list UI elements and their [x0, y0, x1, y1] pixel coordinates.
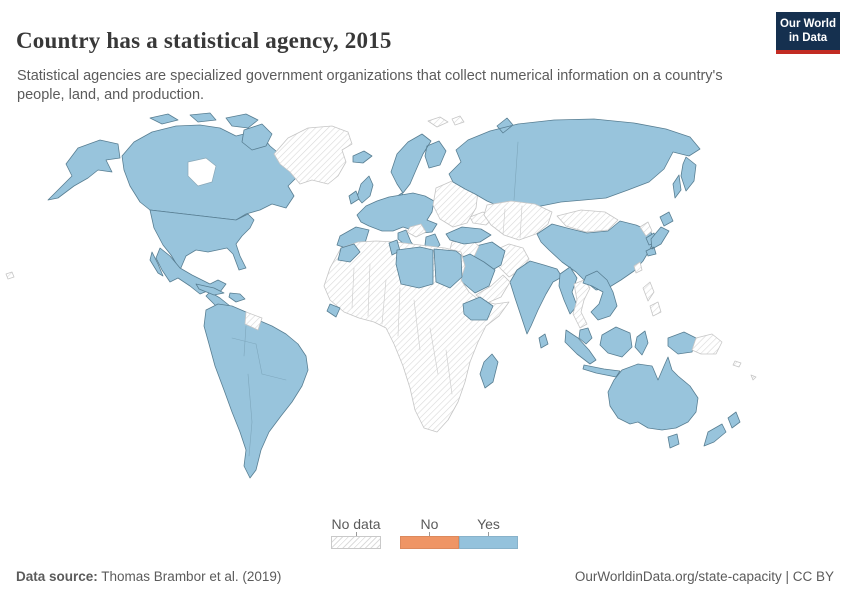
legend-yes: Yes	[459, 516, 518, 549]
legend-nodata-swatch[interactable]	[331, 536, 381, 549]
region-united-kingdom[interactable]	[356, 175, 374, 204]
region-new-zealand[interactable]	[703, 411, 741, 447]
region-china[interactable]	[536, 220, 656, 291]
owid-link[interactable]: OurWorldinData.org/state-capacity	[574, 569, 782, 584]
region-thailand[interactable]	[572, 279, 591, 329]
region-cuba[interactable]	[195, 283, 225, 296]
region-north-korea[interactable]	[639, 221, 653, 237]
region-sri-lanka[interactable]	[538, 333, 549, 349]
region-pacific-islands[interactable]	[5, 271, 757, 381]
region-madagascar[interactable]	[479, 353, 499, 389]
legend-yes-tick	[488, 532, 489, 536]
legend-yes-swatch[interactable]	[459, 536, 518, 549]
hudson-bay	[187, 157, 217, 187]
region-alaska[interactable]	[47, 139, 121, 201]
owid-logo[interactable]: Our World in Data	[776, 12, 840, 54]
region-turkey[interactable]	[445, 226, 492, 245]
region-hispaniola[interactable]	[228, 292, 246, 303]
legend-nodata-tick	[355, 532, 357, 536]
region-mongolia[interactable]	[556, 209, 619, 233]
region-russia[interactable]	[448, 117, 701, 211]
region-iceland[interactable]	[352, 150, 373, 164]
region-sierra-leone[interactable]	[326, 303, 341, 318]
license-text: | CC BY	[781, 569, 834, 584]
country-borders-nodata	[351, 205, 523, 395]
region-malaysia[interactable]	[578, 327, 593, 345]
region-africa-mainland[interactable]	[323, 240, 510, 433]
legend-no-label: No	[420, 516, 439, 532]
region-papua-new-guinea[interactable]	[691, 333, 723, 355]
legend-no-swatch[interactable]	[400, 536, 459, 549]
data-source-label: Data source:	[16, 569, 98, 584]
data-source-text: Thomas Brambor et al. (2019)	[97, 569, 282, 584]
legend-bar: No Yes	[400, 516, 518, 549]
page-subtitle: Statistical agencies are specialized gov…	[17, 67, 723, 103]
legend-nodata-label: No data	[331, 516, 381, 532]
legend-no-tick	[429, 532, 430, 536]
data-source: Data source: Thomas Brambor et al. (2019…	[16, 569, 281, 584]
legend-yes-label: Yes	[477, 516, 500, 532]
region-japan[interactable]	[645, 211, 674, 257]
region-libya[interactable]	[395, 246, 434, 289]
region-egypt[interactable]	[433, 248, 463, 289]
region-arctic-islands[interactable]	[149, 112, 273, 151]
region-myanmar[interactable]	[558, 266, 578, 315]
region-india[interactable]	[509, 260, 563, 335]
region-guyana[interactable]	[244, 311, 263, 331]
country-borders-yes	[231, 141, 519, 457]
region-usa[interactable]	[149, 209, 255, 271]
map-legend: No data No Yes	[331, 516, 518, 549]
page-title: Country has a statistical agency, 2015	[16, 28, 392, 54]
region-philippines[interactable]	[642, 281, 662, 317]
region-south-america[interactable]	[203, 303, 309, 479]
legend-no: No	[400, 516, 459, 549]
region-ethiopia[interactable]	[462, 296, 494, 321]
world-map	[0, 112, 850, 510]
region-balkans[interactable]	[406, 223, 427, 238]
region-ireland[interactable]	[348, 190, 360, 205]
legend-nodata: No data	[331, 516, 381, 549]
region-greenland[interactable]	[273, 125, 353, 185]
owid-logo-line1: Our World	[779, 18, 836, 30]
region-svalbard[interactable]	[427, 115, 465, 128]
region-australia[interactable]	[607, 356, 699, 449]
footer-credit: OurWorldinData.org/state-capacity | CC B…	[575, 569, 834, 584]
owid-logo-line2: in Data	[788, 32, 828, 45]
region-morocco[interactable]	[337, 243, 361, 263]
region-indochina[interactable]	[582, 270, 618, 321]
region-central-asia[interactable]	[483, 200, 553, 241]
region-taiwan[interactable]	[633, 261, 643, 274]
